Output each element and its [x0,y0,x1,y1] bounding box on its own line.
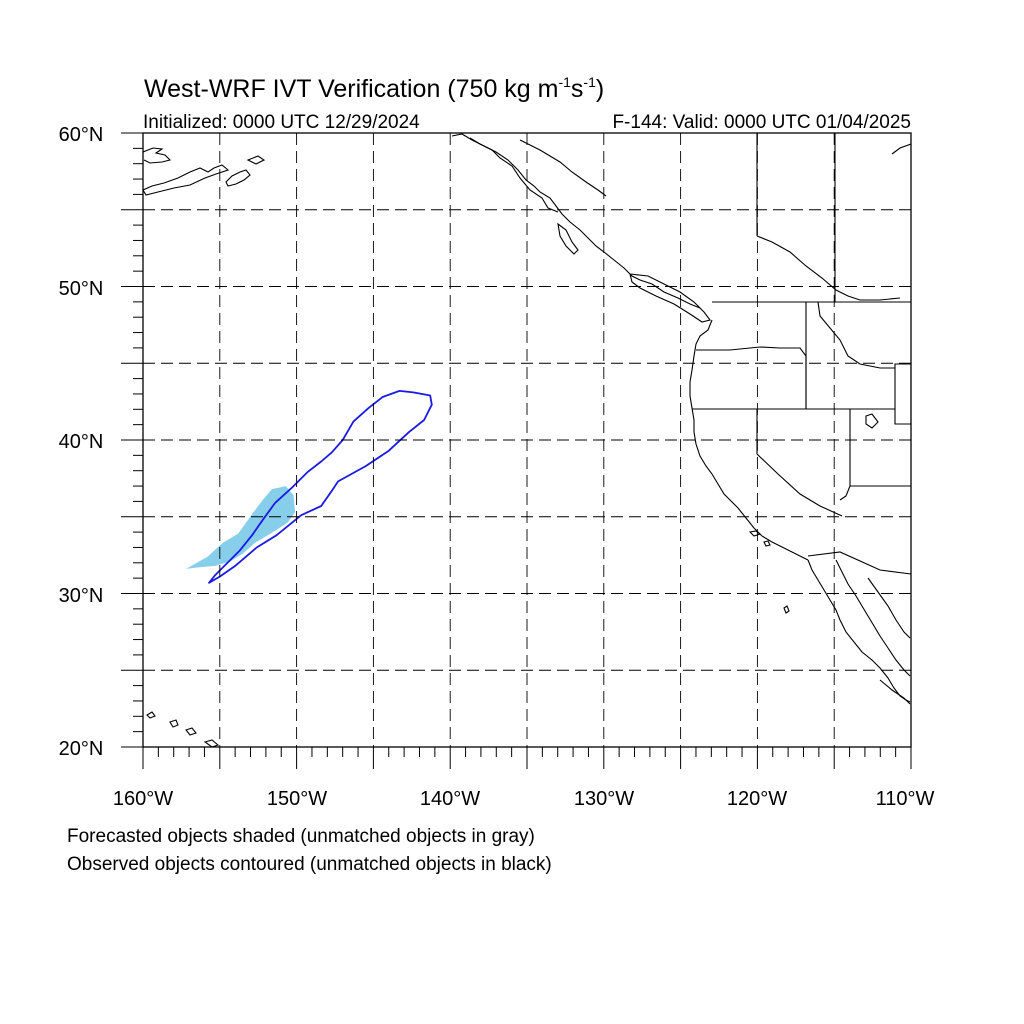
forecast-object-shaded [186,486,296,569]
border-nevada-east [839,409,851,501]
coastline-alaska-panhandle [451,133,701,309]
island-channel [748,530,762,537]
lake-great-salt [865,413,879,429]
border-california-nevada [756,409,843,517]
lat-label-20n: 20°N [59,738,104,760]
valid-time: F-144: Valid: 0000 UTC 01/04/2025 [612,112,911,133]
coastline-baja-east [835,559,911,677]
lon-label-110w: 110°W [876,788,935,810]
forecast-objects-layer [186,486,296,569]
lat-label-30n: 30°N [59,585,104,607]
lat-lon-grid [143,133,911,747]
coastline-kodiak [246,155,266,165]
island-kauai [146,711,156,719]
figure-title: West-WRF IVT Verification (750 kg m-1s-1… [144,74,604,103]
lat-label-40n: 40°N [59,431,104,453]
initialized-time: Initialized: 0000 UTC 12/29/2024 [143,112,420,133]
lat-label-50n: 50°N [59,278,104,300]
coastline-hudson [756,235,901,301]
coastline-us-west [689,319,809,561]
coastline-mexico-south [879,679,911,705]
island-channel [763,540,771,547]
axis-ticks [121,132,912,769]
coastline-alaska-west [143,147,172,164]
island-vancouver [629,273,711,323]
lat-label-60n: 60°N [59,124,104,146]
lon-label-160w: 160°W [113,788,173,810]
coastlines-and-borders [143,133,911,747]
lon-label-150w: 150°W [267,788,327,810]
border-idaho-montana [817,301,895,369]
legend-note-observed: Observed objects contoured (unmatched ob… [67,854,552,875]
observed-object-contour [208,389,433,584]
lon-label-140w: 140°W [420,788,480,810]
coastline-alaska-west [143,164,230,196]
lon-label-120w: 120°W [727,788,787,810]
island-guadalupe [783,605,790,614]
island-big-island [203,739,220,747]
lon-label-130w: 130°W [574,788,634,810]
coastline-greenland-edge [891,143,911,155]
border-wyoming [894,363,911,425]
island-oahu [169,719,179,728]
island-maui [185,727,197,736]
island-haida-gwaii [557,222,579,255]
coastline-alaska-panhandle [469,137,559,213]
coastline-mexico-mainland [867,577,911,639]
map-area [121,132,912,769]
coastline-kodiak [225,169,251,187]
coastline-baja [807,559,911,703]
observed-objects-layer [208,389,433,584]
border-us-mexico [807,551,911,575]
coastline-bc-upper [519,139,607,197]
border-washington-oregon [696,346,807,409]
legend-note-forecast: Forecasted objects shaded (unmatched obj… [67,826,535,847]
